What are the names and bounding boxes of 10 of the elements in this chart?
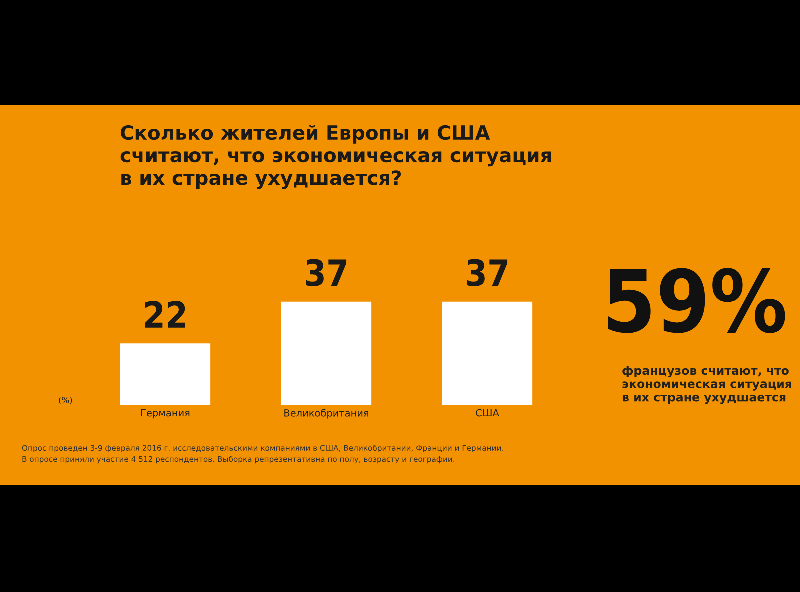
x-tick-label: Германия [142,409,190,419]
x-tick-label: США [476,409,500,417]
data-label: 37 [467,259,508,287]
chart-title: Сколько жителей Европы и США считают, что экономическая ситуация в их стране ухудшается? [120,125,552,190]
text: французов считают, что экономическая ситуация в их стране ухудшается [622,366,792,404]
text: 59% [608,268,786,334]
x-tick-label: Великобритания [284,409,368,419]
y-axis-title: (%) [59,396,72,404]
data-label: 22 [145,301,186,328]
data-label: 37 [306,259,347,287]
